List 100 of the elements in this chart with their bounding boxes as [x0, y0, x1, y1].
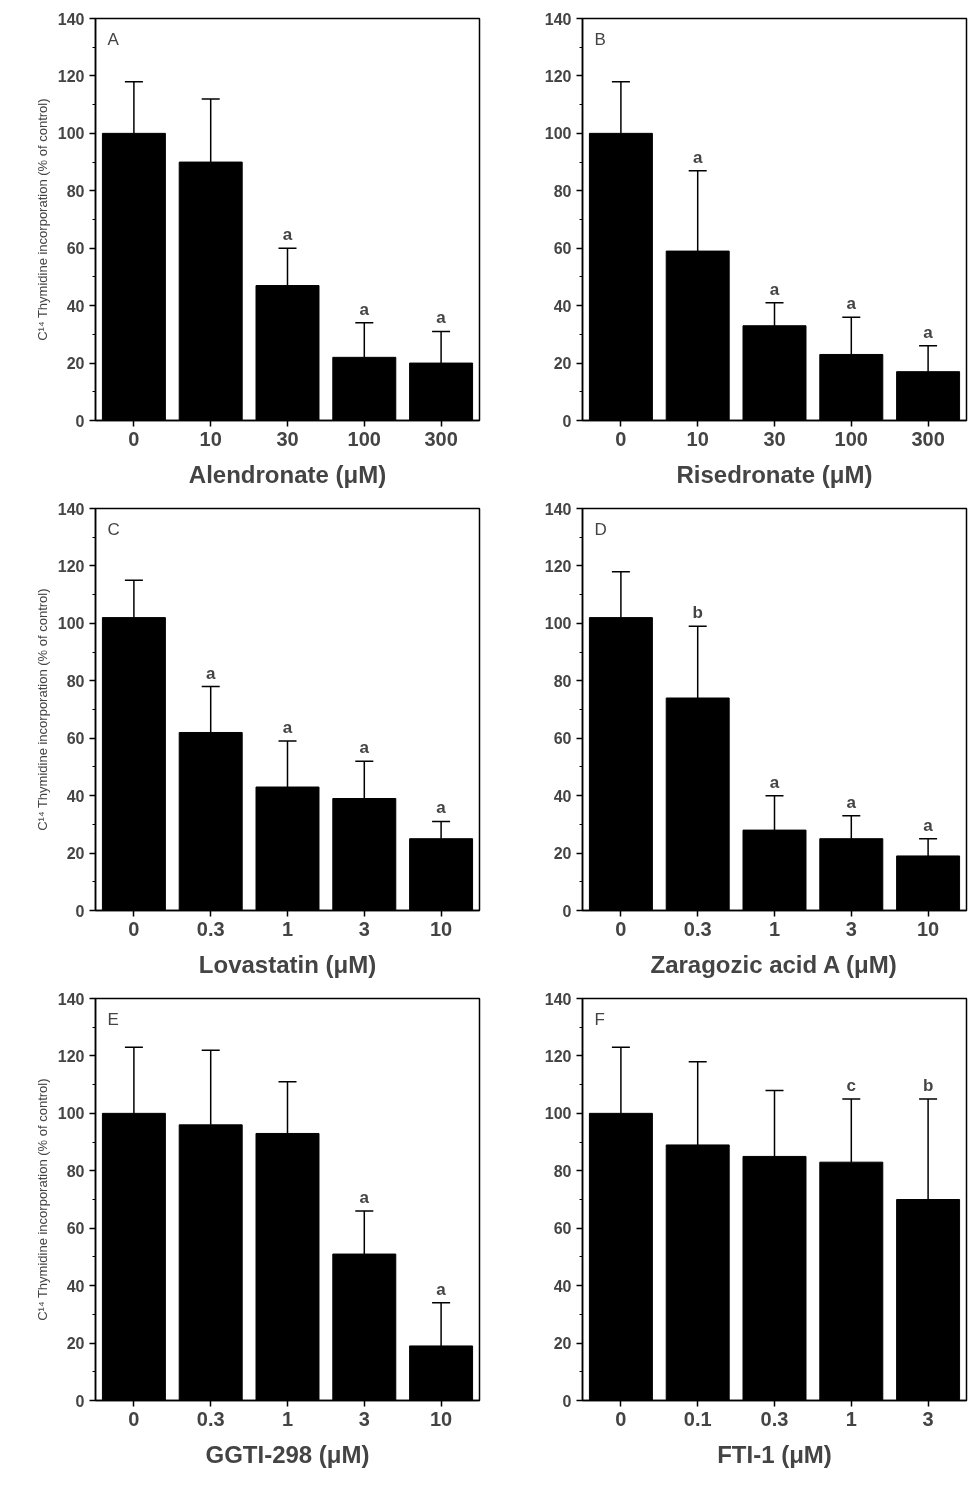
x-tick-label: 10	[686, 427, 709, 450]
y-tick-label: 20	[553, 355, 572, 373]
x-axis-title: FTI-1 (μM)	[717, 1440, 832, 1468]
y-tick-label: 60	[66, 730, 85, 748]
x-tick-label: 0.3	[196, 1407, 225, 1430]
annotation: a	[692, 147, 703, 167]
annotation: a	[846, 792, 857, 812]
annotation: a	[436, 798, 447, 818]
y-tick-label: 100	[544, 1105, 572, 1123]
y-tick-label: 60	[553, 730, 572, 748]
x-tick-label: 10	[429, 1407, 453, 1430]
x-tick-label: 0.1	[683, 1407, 712, 1430]
annotation: a	[282, 718, 293, 738]
y-tick-label: 120	[544, 1047, 572, 1065]
x-tick-label: 0.3	[196, 917, 225, 940]
x-axis-title: Zaragozic acid A (μM)	[650, 950, 897, 978]
y-tick-label: 40	[66, 297, 85, 315]
y-tick-label: 120	[544, 557, 572, 575]
x-tick-label: 1	[281, 917, 294, 940]
annotation: c	[846, 1076, 857, 1095]
x-tick-label: 0	[128, 1407, 140, 1430]
y-tick-label: 0	[562, 412, 572, 430]
y-tick-label: 100	[57, 125, 85, 143]
annotation: D	[594, 519, 607, 539]
annotation: a	[359, 1187, 370, 1207]
annotation: a	[846, 294, 857, 314]
annotation: A	[107, 29, 120, 49]
y-tick-label: 60	[66, 1220, 85, 1238]
x-axis-title: Lovastatin (μM)	[198, 950, 377, 978]
x-axis-title: Alendronate (μM)	[188, 460, 387, 488]
y-tick-label: 60	[553, 1220, 572, 1238]
y-tick-label: 100	[57, 1105, 85, 1123]
y-tick-label: 20	[553, 1335, 572, 1353]
y-tick-label: 20	[66, 355, 85, 373]
x-tick-label: 10	[916, 917, 940, 940]
y-tick-label: 80	[553, 672, 572, 690]
y-tick-label: 20	[66, 1335, 85, 1353]
y-tick-label: 60	[66, 240, 85, 258]
y-tick-label: 40	[553, 1277, 572, 1295]
y-tick-label: 40	[66, 1277, 85, 1295]
x-tick-label: 0	[128, 427, 140, 450]
annotation: a	[282, 225, 293, 245]
y-tick-label: 80	[553, 182, 572, 200]
annotation: a	[436, 1279, 447, 1299]
annotation: a	[923, 815, 934, 835]
x-tick-label: 10	[429, 917, 453, 940]
y-axis-title: C¹⁴ Thymidine incorporation (% of control)	[34, 98, 50, 341]
x-axis-title: Risedronate (μM)	[676, 460, 873, 488]
y-tick-label: 40	[553, 297, 572, 315]
x-tick-label: 0.3	[683, 917, 712, 940]
x-axis-title: GGTI-298 (μM)	[205, 1440, 370, 1468]
y-axis-title: C¹⁴ Thymidine incorporation (% of control)	[34, 1078, 50, 1321]
y-tick-label: 60	[553, 240, 572, 258]
annotation: a	[923, 322, 934, 342]
x-tick-label: 0	[615, 427, 627, 450]
y-tick-label: 120	[57, 67, 85, 85]
annotation: a	[769, 279, 780, 299]
x-tick-label: 0.3	[760, 1407, 789, 1430]
annotation: B	[594, 29, 606, 49]
y-tick-label: 40	[553, 787, 572, 805]
annotation: b	[922, 1076, 934, 1095]
y-tick-label: 140	[57, 500, 85, 518]
x-tick-label: 1	[845, 1407, 857, 1430]
y-tick-label: 140	[544, 10, 572, 28]
x-tick-label: 3	[358, 917, 370, 940]
x-tick-label: 300	[424, 427, 458, 450]
y-tick-label: 100	[544, 615, 572, 633]
x-tick-label: 30	[276, 427, 299, 450]
x-tick-label: 10	[199, 427, 222, 450]
x-tick-label: 0	[128, 917, 140, 940]
x-tick-label: 0	[615, 917, 627, 940]
annotation: a	[359, 738, 370, 758]
x-tick-label: 100	[347, 427, 381, 450]
x-tick-label: 100	[834, 427, 868, 450]
y-axis-title: C¹⁴ Thymidine incorporation (% of control)	[34, 588, 50, 831]
y-tick-label: 0	[562, 902, 572, 920]
y-tick-label: 140	[57, 10, 85, 28]
x-tick-label: 1	[281, 1407, 294, 1430]
annotation: E	[107, 1009, 119, 1029]
x-tick-label: 3	[845, 917, 857, 940]
y-tick-label: 80	[66, 182, 85, 200]
y-tick-label: 100	[544, 125, 572, 143]
x-tick-label: 300	[911, 427, 945, 450]
y-tick-label: 140	[57, 990, 85, 1008]
y-tick-label: 100	[57, 615, 85, 633]
y-tick-label: 120	[57, 557, 85, 575]
y-tick-label: 20	[553, 845, 572, 863]
y-tick-label: 0	[562, 1392, 572, 1410]
x-tick-label: 1	[768, 917, 781, 940]
y-tick-label: 0	[75, 902, 85, 920]
annotation: a	[205, 663, 216, 683]
x-tick-label: 30	[763, 427, 786, 450]
y-tick-label: 140	[544, 500, 572, 518]
y-tick-label: 140	[544, 990, 572, 1008]
y-tick-label: 0	[75, 412, 85, 430]
annotation: a	[769, 772, 780, 792]
x-tick-label: 3	[358, 1407, 370, 1430]
x-tick-label: 0	[615, 1407, 627, 1430]
y-tick-label: 80	[66, 672, 85, 690]
y-tick-label: 40	[66, 787, 85, 805]
